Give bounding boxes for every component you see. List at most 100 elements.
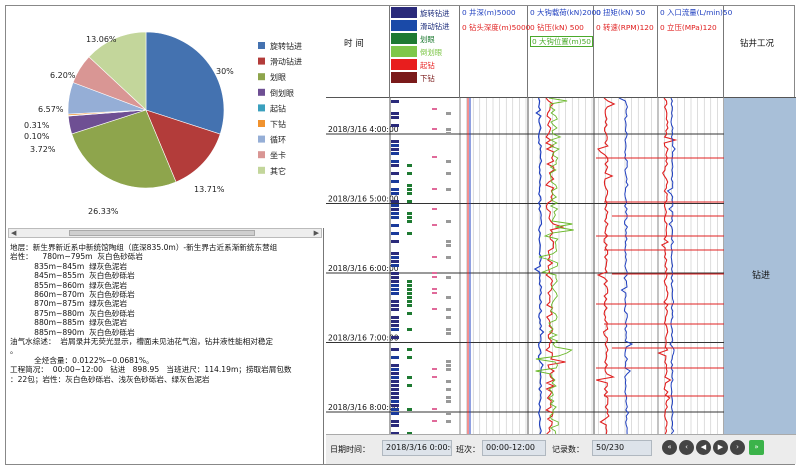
scroll-thumb[interactable] — [69, 230, 255, 236]
activity-mark — [407, 172, 412, 175]
first-page-icon[interactable]: « — [662, 440, 677, 455]
scroll-left-arrow-icon[interactable]: ◀ — [11, 229, 17, 237]
activity-mark — [391, 140, 399, 143]
activity-mark — [391, 424, 399, 427]
activity-mark — [407, 220, 412, 223]
activity-mark — [407, 432, 412, 435]
legend-label: 划眼 — [270, 72, 286, 82]
next-page-icon[interactable]: › — [730, 440, 745, 455]
activity-mark — [407, 164, 412, 167]
activity-mark — [407, 408, 412, 411]
activity-legend-label: 划眼 — [420, 35, 435, 44]
activity-mark — [446, 276, 451, 279]
activity-mark — [391, 372, 399, 375]
activity-mark — [391, 212, 399, 215]
activity-mark — [391, 324, 399, 327]
activity-mark — [446, 388, 451, 391]
activity-legend-label: 滑动钻进 — [420, 22, 450, 31]
depth-track-header: 0 井深(m)5000 0 钻头深度(m)5000 — [460, 6, 530, 98]
activity-mark — [432, 288, 437, 290]
pie-slice-label: 3.72% — [30, 145, 56, 154]
activity-mark — [391, 300, 399, 303]
next-record-icon[interactable]: ▶ — [713, 440, 728, 455]
activity-mark — [391, 348, 399, 351]
summary-line: 860m~870m 灰白色砂砾岩 — [10, 290, 135, 300]
pie-slice-label: 30% — [216, 67, 234, 76]
time-column-header: 时 间 — [326, 6, 390, 98]
pie-slice — [145, 31, 225, 135]
activity-legend-row: 滑动钻进 — [390, 19, 460, 32]
activity-mark — [407, 312, 412, 315]
pie-slice-label: 0.31% — [24, 121, 50, 130]
activity-legend-label: 下钻 — [420, 74, 435, 83]
pressure-label: 0 立压(MPa)120 — [660, 23, 717, 32]
hook-position-label: 0 大钩位置(m)50 — [530, 36, 593, 47]
activity-mark — [407, 188, 412, 191]
activity-mark — [446, 128, 451, 131]
activity-mark — [432, 156, 437, 158]
activity-mark — [407, 184, 412, 187]
pie-slice — [145, 109, 221, 183]
legend-swatch — [258, 73, 265, 81]
prev-page-icon[interactable]: ‹ — [679, 440, 694, 455]
wob-label: 0 钻压(kN) 500 — [530, 23, 584, 32]
hookload-curve — [533, 97, 545, 435]
activity-mark — [391, 208, 399, 211]
summary-line: 880m~885m 绿灰色泥岩 — [10, 318, 128, 328]
flow-label: 0 入口流量(L/min)50 — [660, 8, 733, 17]
rpm-curve — [596, 97, 616, 435]
activity-mark — [407, 348, 412, 351]
activity-mark — [407, 292, 412, 295]
activity-mark — [407, 232, 412, 235]
time-tick-label: 2018/3/16 4:00:00 — [328, 125, 399, 134]
activity-mark — [407, 304, 412, 307]
legend-swatch — [258, 88, 265, 96]
activity-mark — [446, 364, 451, 367]
shift-field[interactable]: 00:00-12:00 — [482, 440, 546, 456]
activity-mark — [407, 288, 412, 291]
activity-mark — [391, 240, 399, 243]
activity-mark — [432, 276, 437, 278]
prev-record-icon[interactable]: ◀ — [696, 440, 711, 455]
activity-mark — [391, 188, 399, 191]
activity-mark — [391, 316, 399, 319]
activity-mark — [391, 328, 399, 331]
horizontal-scrollbar[interactable]: ◀ ▶ — [8, 228, 322, 238]
activity-mark — [446, 308, 451, 311]
activity-mark — [432, 420, 437, 422]
activity-mark — [432, 256, 437, 258]
log-tracks: 2018/3/16 4:00:00 2018/3/16 5:00:00 2018/3… — [326, 97, 796, 435]
activity-mark — [407, 212, 412, 215]
activity-mark — [432, 272, 437, 274]
activity-mark — [391, 404, 399, 407]
activity-mark — [391, 400, 399, 403]
wob-curve — [544, 97, 566, 435]
summary-line: 地层：新生界新近系中新统馆陶组（底深835.0m）-新生界古近系渐新统东营组 — [10, 243, 278, 252]
records-field[interactable]: 50/230 — [592, 440, 652, 456]
date-field[interactable]: 2018/3/16 0:00:00 — [382, 440, 452, 456]
log-header: 时 间 旋转钻进 滑动钻进 划眼 倒划眼 起钻 下钻 0 井深(m)5000 0 钻头深度… — [326, 6, 796, 98]
activity-mark — [407, 200, 412, 203]
activity-mark — [432, 308, 437, 310]
pressure-curve — [657, 97, 678, 435]
time-tick-label: 2018/3/16 5:00:00 — [328, 195, 399, 204]
rpm-label: 0 转速(RPM)120 — [596, 23, 654, 32]
activity-mark — [391, 124, 399, 127]
activity-mark — [391, 280, 399, 283]
activity-mark — [432, 128, 437, 130]
activity-mark — [391, 420, 399, 423]
activity-mark — [446, 368, 451, 371]
legend-label: 其它 — [270, 166, 286, 176]
activity-swatch — [391, 72, 417, 83]
activity-mark — [391, 284, 399, 287]
pie-slice-label: 26.33% — [88, 207, 119, 216]
scroll-right-arrow-icon[interactable]: ▶ — [313, 229, 319, 237]
activity-swatch — [391, 46, 417, 57]
last-page-icon[interactable]: » — [749, 440, 764, 455]
activity-mark — [391, 356, 399, 359]
activity-mark — [407, 192, 412, 195]
activity-mark — [391, 304, 399, 307]
legend-label: 滑动钻进 — [270, 57, 302, 67]
activity-legend-label: 起钻 — [420, 61, 435, 70]
time-tick-label: 2018/3/16 7:00:00 — [328, 334, 399, 343]
